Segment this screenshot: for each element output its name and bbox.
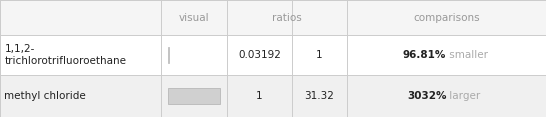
Text: 1,1,2-
trichlorotrifluoroethane: 1,1,2- trichlorotrifluoroethane <box>4 44 126 66</box>
Bar <box>168 88 220 104</box>
Bar <box>168 47 169 63</box>
Text: 96.81%: 96.81% <box>403 50 447 60</box>
Text: methyl chloride: methyl chloride <box>4 91 86 101</box>
Text: visual: visual <box>179 13 209 23</box>
Text: 0.03192: 0.03192 <box>238 50 281 60</box>
Text: larger: larger <box>447 91 480 101</box>
Bar <box>0 35 546 75</box>
Text: 31.32: 31.32 <box>305 91 334 101</box>
Bar <box>0 75 546 117</box>
Text: 1: 1 <box>316 50 323 60</box>
Text: 1: 1 <box>256 91 263 101</box>
Bar <box>0 0 546 35</box>
Text: 3032%: 3032% <box>407 91 447 101</box>
Text: comparisons: comparisons <box>413 13 480 23</box>
Text: smaller: smaller <box>447 50 488 60</box>
Text: ratios: ratios <box>272 13 301 23</box>
